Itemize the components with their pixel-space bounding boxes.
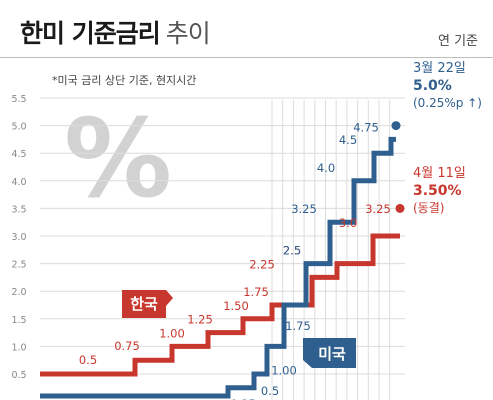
korea-annotation-date: 4월 11일 xyxy=(413,166,466,181)
y-tick-label: 1.5 xyxy=(11,315,26,326)
us-value-label: 2.5 xyxy=(283,244,301,258)
y-tick-label: 2.0 xyxy=(11,287,26,298)
us-annotation-value: 5.0% xyxy=(413,78,452,94)
us-value-label: 1.00 xyxy=(271,363,297,377)
us-value-label: 3.25 xyxy=(291,202,317,216)
korea-value-label: 1.00 xyxy=(159,326,185,340)
korea-value-label: 2.5 xyxy=(283,244,301,258)
us-value-label: 0.5 xyxy=(261,384,279,398)
y-tick-label: 1.0 xyxy=(11,342,26,353)
korea-value-label: 1.75 xyxy=(243,285,269,299)
us-legend-label: 미국 xyxy=(318,345,346,363)
us-annotation-note: (0.25%p ↑) xyxy=(413,96,482,110)
page-title: 한미 기준금리 추이 xyxy=(20,14,211,50)
title-bold: 한미 기준금리 xyxy=(20,19,161,48)
korea-value-label: 1.50 xyxy=(223,299,249,313)
korea-value-label: 0.5 xyxy=(79,353,97,367)
chart-note: *미국 금리 상단 기준, 현지시간 xyxy=(52,74,197,87)
us-value-label: 1.75 xyxy=(285,319,311,333)
y-tick-label: 5.5 xyxy=(11,94,26,105)
y-tick-label: 5.0 xyxy=(11,122,26,133)
y-tick-label: 2.5 xyxy=(11,260,26,271)
us-annotation-date: 3월 22일 xyxy=(413,61,466,76)
percent-watermark: % xyxy=(64,97,172,222)
korea-value-label: 3.0 xyxy=(339,216,357,230)
y-tick-label: 3.5 xyxy=(11,204,26,215)
title-divider xyxy=(0,57,493,58)
y-tick-label: 0.5 xyxy=(11,370,26,381)
us-legend-box xyxy=(303,338,356,368)
korea-value-label: 2.25 xyxy=(249,257,275,271)
korea-rate-line xyxy=(40,233,400,377)
korea-annotation-value: 3.50% xyxy=(413,183,462,199)
unit-label: 연 기준 xyxy=(437,34,478,49)
y-tick-label: 4.0 xyxy=(11,177,26,188)
us-value-label: 4.5 xyxy=(339,133,357,147)
korea-legend-box xyxy=(122,290,173,318)
us-value-label: 4.0 xyxy=(317,161,335,175)
y-tick-label: 3.0 xyxy=(11,232,26,243)
title-light: 추이 xyxy=(165,19,211,48)
korea-legend-label: 한국 xyxy=(130,295,158,313)
us-value-label: 0.25 xyxy=(230,397,256,400)
y-tick-label: 4.5 xyxy=(11,149,26,160)
korea-value-label: 1.25 xyxy=(187,313,213,327)
korea-annotation-note: (동결) xyxy=(413,201,444,215)
us-value-label: 4.75 xyxy=(353,120,379,134)
us-end-marker xyxy=(391,121,401,131)
korea-value-label: 3.25 xyxy=(365,202,391,216)
korea-end-marker xyxy=(395,203,405,213)
korea-value-label: 0.75 xyxy=(114,339,140,353)
us-rate-line xyxy=(40,136,396,399)
